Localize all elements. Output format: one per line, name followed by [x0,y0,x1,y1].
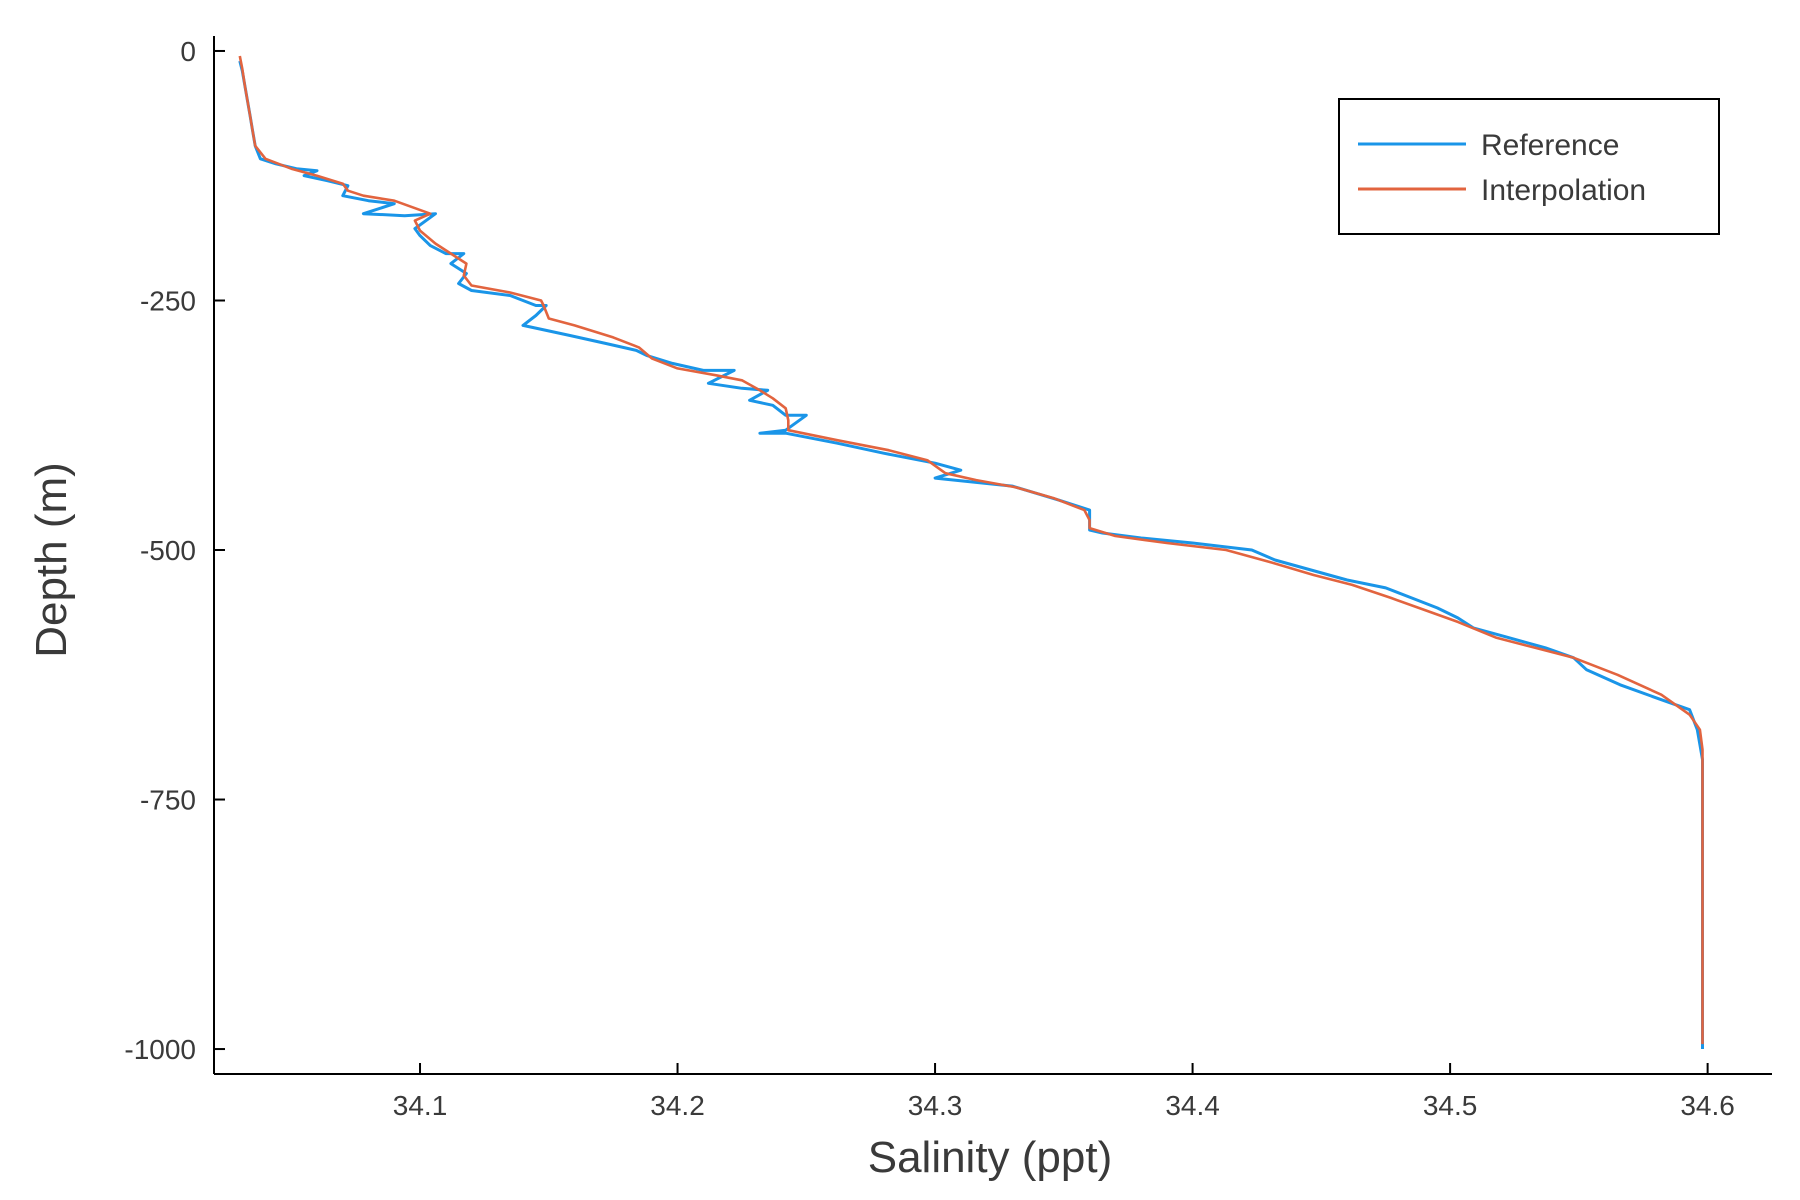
y-tick-label: -1000 [124,1034,196,1065]
y-ticks: 0 -250 -500 -750 -1000 [124,36,225,1065]
axes [213,36,1772,1075]
y-tick-label: -250 [140,285,196,316]
x-axis-title: Salinity (ppt) [868,1133,1113,1182]
y-tick-label: 0 [180,36,196,67]
x-tick-label: 34.1 [393,1090,448,1121]
series-line-reference [238,60,1704,1049]
x-tick-label: 34.4 [1165,1090,1220,1121]
series-line-interpolation [238,55,1704,1045]
x-tick-label: 34.6 [1680,1090,1735,1121]
x-tick-label: 34.2 [650,1090,705,1121]
legend-label-reference: Reference [1481,129,1619,162]
x-tick-label: 34.3 [908,1090,963,1121]
legend-box [1338,98,1720,235]
series-lines [238,55,1704,1049]
y-axis-title: Depth (m) [27,462,76,658]
legend-label-interpolation: Interpolation [1481,174,1646,207]
legend: Reference Interpolation [1338,98,1720,235]
x-ticks: 34.1 34.2 34.3 34.4 34.5 34.6 [393,1063,1735,1121]
y-tick-label: -500 [140,535,196,566]
x-tick-label: 34.5 [1423,1090,1478,1121]
y-tick-label: -750 [140,785,196,816]
